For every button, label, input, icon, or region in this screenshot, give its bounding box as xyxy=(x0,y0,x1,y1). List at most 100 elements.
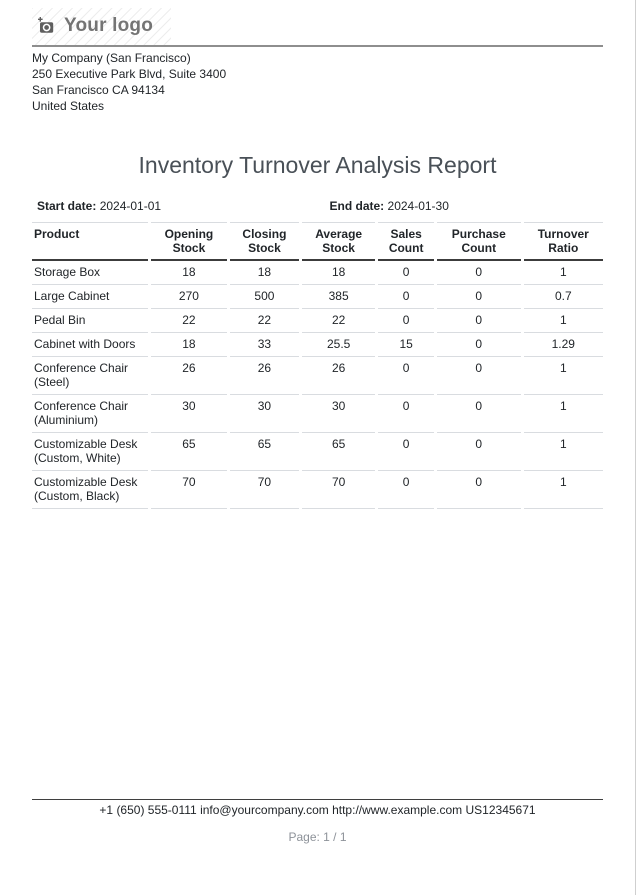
start-date: Start date: 2024-01-01 xyxy=(32,199,318,213)
company-vat: US12345671 xyxy=(465,803,536,817)
closing-stock-cell: 26 xyxy=(229,357,299,395)
sales-count-cell: 15 xyxy=(378,333,434,357)
average-stock-cell: 30 xyxy=(301,395,376,433)
average-stock-cell: 25.5 xyxy=(301,333,376,357)
report-footer: +1 (650) 555-0111 info@yourcompany.com h… xyxy=(32,799,603,844)
turnover-ratio-cell: 0.7 xyxy=(523,285,603,309)
company-header: Your logo xyxy=(32,0,603,47)
company-street: 250 Executive Park Blvd, Suite 3400 xyxy=(32,67,227,81)
opening-stock-cell: 30 xyxy=(151,395,227,433)
purchase-count-cell: 0 xyxy=(436,471,521,509)
opening-stock-cell: 18 xyxy=(151,261,227,285)
company-website: http://www.example.com xyxy=(332,803,463,817)
company-logo-placeholder: Your logo xyxy=(32,8,172,45)
end-date: End date: 2024-01-30 xyxy=(318,199,604,213)
col-header-product: Product xyxy=(32,222,148,261)
sales-count-cell: 0 xyxy=(378,285,434,309)
col-header-sales-count: Sales Count xyxy=(378,222,434,261)
product-cell: Customizable Desk (Custom, White) xyxy=(32,433,148,471)
end-date-value: 2024-01-30 xyxy=(387,199,449,213)
product-cell: Large Cabinet xyxy=(32,285,148,309)
turnover-ratio-cell: 1 xyxy=(523,433,603,471)
table-header-row: Product Opening Stock Closing Stock Aver… xyxy=(32,222,603,261)
purchase-count-cell: 0 xyxy=(436,357,521,395)
closing-stock-cell: 70 xyxy=(229,471,299,509)
sales-count-cell: 0 xyxy=(378,261,434,285)
opening-stock-cell: 270 xyxy=(151,285,227,309)
opening-stock-cell: 26 xyxy=(151,357,227,395)
closing-stock-cell: 500 xyxy=(229,285,299,309)
company-contact-line: +1 (650) 555-0111 info@yourcompany.com h… xyxy=(32,799,603,817)
start-date-label: Start date: xyxy=(37,199,97,213)
report-title: Inventory Turnover Analysis Report xyxy=(138,152,497,178)
opening-stock-cell: 65 xyxy=(151,433,227,471)
purchase-count-cell: 0 xyxy=(436,285,521,309)
company-email: info@yourcompany.com xyxy=(200,803,329,817)
product-cell: Conference Chair (Aluminium) xyxy=(32,395,148,433)
camera-plus-icon xyxy=(38,17,54,33)
col-header-purchase-count: Purchase Count xyxy=(436,222,521,261)
page-number: Page: 1 / 1 xyxy=(288,830,347,844)
inventory-turnover-table: Product Opening Stock Closing Stock Aver… xyxy=(29,222,606,509)
table-header: Product Opening Stock Closing Stock Aver… xyxy=(32,222,603,261)
table-row: Cabinet with Doors 18 33 25.5 15 0 1.29 xyxy=(32,333,603,357)
table-row: Customizable Desk (Custom, White) 65 65 … xyxy=(32,433,603,471)
average-stock-cell: 65 xyxy=(301,433,376,471)
average-stock-cell: 385 xyxy=(301,285,376,309)
turnover-ratio-cell: 1.29 xyxy=(523,333,603,357)
average-stock-cell: 18 xyxy=(301,261,376,285)
closing-stock-cell: 33 xyxy=(229,333,299,357)
product-cell: Conference Chair (Steel) xyxy=(32,357,148,395)
purchase-count-cell: 0 xyxy=(436,333,521,357)
col-header-turnover-ratio: Turnover Ratio xyxy=(523,222,603,261)
purchase-count-cell: 0 xyxy=(436,261,521,285)
turnover-ratio-cell: 1 xyxy=(523,395,603,433)
product-cell: Cabinet with Doors xyxy=(32,333,148,357)
turnover-ratio-cell: 1 xyxy=(523,471,603,509)
col-header-closing-stock: Closing Stock xyxy=(229,222,299,261)
logo-placeholder-text: Your logo xyxy=(64,15,154,36)
company-address: My Company (San Francisco) 250 Executive… xyxy=(32,50,603,114)
sales-count-cell: 0 xyxy=(378,433,434,471)
turnover-ratio-cell: 1 xyxy=(523,309,603,333)
table-row: Storage Box 18 18 18 0 0 1 xyxy=(32,261,603,285)
sales-count-cell: 0 xyxy=(378,471,434,509)
purchase-count-cell: 0 xyxy=(436,309,521,333)
table-row: Customizable Desk (Custom, Black) 70 70 … xyxy=(32,471,603,509)
opening-stock-cell: 18 xyxy=(151,333,227,357)
product-cell: Customizable Desk (Custom, Black) xyxy=(32,471,148,509)
sales-count-cell: 0 xyxy=(378,309,434,333)
company-phone: +1 (650) 555-0111 xyxy=(99,803,197,817)
average-stock-cell: 26 xyxy=(301,357,376,395)
purchase-count-cell: 0 xyxy=(436,395,521,433)
sales-count-cell: 0 xyxy=(378,395,434,433)
table-body: Storage Box 18 18 18 0 0 1 Large Cabinet… xyxy=(32,261,603,509)
average-stock-cell: 22 xyxy=(301,309,376,333)
closing-stock-cell: 65 xyxy=(229,433,299,471)
opening-stock-cell: 22 xyxy=(151,309,227,333)
opening-stock-cell: 70 xyxy=(151,471,227,509)
product-cell: Storage Box xyxy=(32,261,148,285)
closing-stock-cell: 22 xyxy=(229,309,299,333)
purchase-count-cell: 0 xyxy=(436,433,521,471)
closing-stock-cell: 30 xyxy=(229,395,299,433)
table-row: Large Cabinet 270 500 385 0 0 0.7 xyxy=(32,285,603,309)
col-header-average-stock: Average Stock xyxy=(301,222,376,261)
date-range-row: Start date: 2024-01-01 End date: 2024-01… xyxy=(32,199,603,213)
table-row: Pedal Bin 22 22 22 0 0 1 xyxy=(32,309,603,333)
company-country: United States xyxy=(32,99,105,113)
col-header-opening-stock: Opening Stock xyxy=(151,222,227,261)
product-cell: Pedal Bin xyxy=(32,309,148,333)
closing-stock-cell: 18 xyxy=(229,261,299,285)
company-city: San Francisco CA 94134 xyxy=(32,83,165,97)
company-name: My Company (San Francisco) xyxy=(32,51,191,65)
end-date-label: End date: xyxy=(329,199,385,213)
start-date-value: 2024-01-01 xyxy=(99,199,162,213)
sales-count-cell: 0 xyxy=(378,357,434,395)
page-content: Your logo My Company (San Francisco) 250… xyxy=(29,0,606,509)
turnover-ratio-cell: 1 xyxy=(523,357,603,395)
average-stock-cell: 70 xyxy=(301,471,376,509)
table-row: Conference Chair (Aluminium) 30 30 30 0 … xyxy=(32,395,603,433)
table-row: Conference Chair (Steel) 26 26 26 0 0 1 xyxy=(32,357,603,395)
